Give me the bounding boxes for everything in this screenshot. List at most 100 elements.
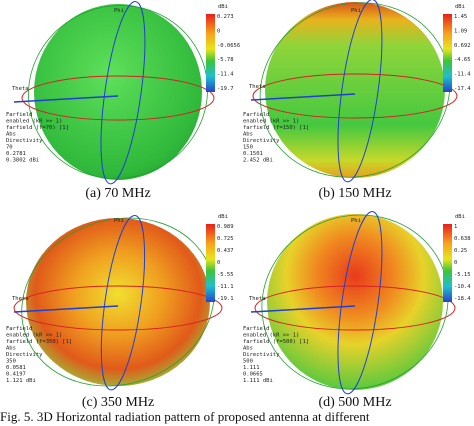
phi-label: Phi — [114, 8, 124, 14]
farfield-info: 1.121 dBi — [6, 378, 36, 384]
farfield-info: Abs — [243, 132, 253, 138]
color-bar-label: 1.45 — [454, 14, 467, 20]
color-bar-label: 1 — [454, 224, 457, 230]
color-bar-label: 0.638 — [454, 236, 471, 242]
figure-caption: Fig. 5. 3D Horizontal radiation pattern … — [0, 409, 370, 424]
color-bar-label: 0.25 — [454, 248, 467, 254]
farfield-info: enabled (kR >> 1) — [243, 119, 299, 125]
color-bar-unit: dBi — [218, 214, 228, 220]
theta-circle — [100, 1, 146, 185]
color-bar-label: -19.7 — [217, 86, 234, 92]
farfield-info: Abs — [6, 132, 16, 138]
color-bar-unit: dBi — [455, 4, 465, 10]
panel: Theta Phi dBi 1.45 1.09 0.692 -4.65 -11.4 -17.4 F… — [243, 0, 471, 201]
theta-circle — [337, 0, 383, 183]
farfield-info: 70 — [6, 145, 13, 151]
color-bar-label: -5.55 — [217, 272, 234, 278]
farfield-info: enabled (kR >> 1) — [243, 333, 299, 339]
panel-caption: (d) 500 MHz — [318, 395, 391, 410]
farfield-info: farfield (f=500) [1] — [243, 339, 309, 345]
color-bar — [443, 224, 452, 302]
farfield-info: Farfield — [6, 112, 33, 118]
theta-circle — [100, 215, 146, 391]
phi-label: Phi — [114, 218, 124, 224]
color-bar-label: 0.273 — [217, 14, 234, 20]
theta-label: Theta — [12, 296, 29, 302]
phi-label: Phi — [351, 218, 361, 224]
color-bar-label: -5.78 — [217, 57, 234, 63]
farfield-info: 1.111 — [243, 365, 260, 371]
color-bar-label: 0.692 — [454, 43, 471, 49]
color-bar-label: 0 — [217, 260, 220, 266]
farfield-info: farfield (f=150) [1] — [243, 125, 309, 131]
color-bar — [443, 14, 452, 92]
color-bar-label: -5.15 — [454, 272, 471, 278]
axis-x — [250, 93, 356, 101]
color-bar — [206, 224, 215, 302]
panel-caption: (a) 70 MHz — [85, 186, 150, 201]
farfield-info: 0.1501 — [243, 151, 263, 157]
farfield-info: 2.452 dBi — [243, 158, 273, 164]
panel: Theta Phi dBi 0.273 0 -0.0656 -5.78 -11.4 -19.7 F… — [6, 1, 240, 201]
farfield-info: 0.0665 — [243, 372, 263, 378]
farfield-info: 0.2781 — [6, 151, 26, 157]
farfield-info: enabled (kR >> 1) — [6, 119, 62, 125]
color-bar-label: 1.09 — [454, 28, 467, 34]
phi-circle — [13, 285, 223, 331]
farfield-info: 500 — [243, 359, 253, 365]
color-bar-label: -17.4 — [454, 86, 471, 92]
farfield-info: 0.4197 — [6, 372, 26, 378]
farfield-info: farfield (f=350) [1] — [6, 339, 72, 345]
color-bar-label: -18.4 — [454, 296, 471, 302]
color-bar-label: 0.989 — [217, 224, 234, 230]
color-bar-label: -4.65 — [454, 57, 471, 63]
theta-label: Theta — [249, 296, 266, 302]
color-bar-label: 0 — [454, 260, 457, 266]
axis-x — [13, 305, 119, 313]
color-bar-label: 0.725 — [217, 236, 234, 242]
color-bar-label: -11.4 — [454, 72, 471, 78]
axis-x — [13, 95, 119, 103]
radiation-pattern — [34, 4, 202, 180]
color-bar-unit: dBi — [218, 4, 228, 10]
panel: Theta Phi dBi 0.989 0.725 0.437 0 -5.55 -11.1 -19… — [6, 214, 234, 410]
farfield-info: 0.3802 dBi — [6, 158, 39, 164]
farfield-info: Farfield — [243, 112, 270, 118]
phi-circle — [254, 285, 456, 331]
color-bar — [206, 14, 215, 92]
theta-label: Theta — [12, 86, 29, 92]
phi-circle — [252, 73, 458, 119]
farfield-info: 350 — [6, 359, 16, 365]
theta-label: Theta — [249, 84, 266, 90]
farfield-info: Directivity — [243, 138, 280, 144]
panel: Theta Phi dBi 1 0.638 0.25 0 -5.15 -10.4 -18.4 Far… — [243, 211, 471, 410]
farfield-info: Directivity — [6, 352, 43, 358]
theta-circle — [337, 211, 383, 395]
farfield-info: enabled (kR >> 1) — [6, 333, 62, 339]
farfield-info: Directivity — [243, 352, 280, 358]
panel-caption: (b) 150 MHz — [318, 186, 391, 201]
radiation-pattern — [267, 214, 443, 390]
panel-caption: (c) 350 MHz — [82, 395, 154, 410]
radiation-pattern — [26, 218, 210, 386]
color-bar-unit: dBi — [455, 214, 465, 220]
farfield-info: 1.111 dBi — [243, 378, 273, 384]
phi-label: Phi — [351, 8, 361, 14]
color-bar-label: -0.0656 — [217, 43, 240, 49]
color-bar-label: -19.1 — [217, 296, 234, 302]
farfield-info: Farfield — [243, 326, 270, 332]
farfield-info: Farfield — [6, 326, 33, 332]
color-bar-label: -11.4 — [217, 72, 234, 78]
color-bar-label: -11.1 — [217, 284, 234, 290]
farfield-info: Abs — [243, 346, 253, 352]
farfield-info: Directivity — [6, 138, 43, 144]
color-bar-label: 0 — [217, 28, 220, 34]
phi-circle — [21, 75, 215, 121]
farfield-info: farfield (f=70) [1] — [6, 125, 69, 131]
farfield-info: 0.0581 — [6, 365, 26, 371]
green-circle — [28, 5, 208, 179]
axis-x — [250, 305, 356, 313]
farfield-info: 150 — [243, 145, 253, 151]
color-bar-label: 0.437 — [217, 248, 234, 254]
